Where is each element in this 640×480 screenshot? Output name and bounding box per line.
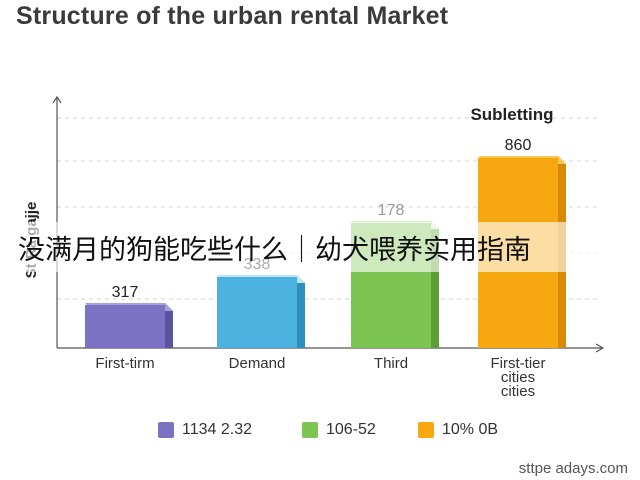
value-labels: 317338178860 <box>112 137 532 301</box>
chart-title: Structure of the urban rental Market <box>16 2 449 30</box>
x-tick-labels: First-tirm Demand Third First-tiercitiescit… <box>95 355 545 400</box>
x-axis-arrow <box>595 343 605 353</box>
bar-value-label: 317 <box>112 284 139 301</box>
x-tick-label: Demand <box>229 355 286 372</box>
overlay-caption: 没满月的狗能吃些什么｜幼犬喂养实用指南 <box>18 235 531 266</box>
x-tick-label: cities <box>501 369 535 386</box>
bar-side <box>297 275 305 348</box>
legend-label: 106-52 <box>326 421 376 438</box>
legend-swatch <box>302 422 318 438</box>
legend-swatch <box>158 422 174 438</box>
legend-item: 1134 2.32 <box>158 420 252 440</box>
legend-item: 10% 0B <box>418 420 498 440</box>
subletting-annotation: Subletting <box>470 105 553 124</box>
x-tick-label: First-tirm <box>95 355 154 372</box>
legend-item: 106-52 <box>302 420 376 440</box>
bar-value-label: 860 <box>505 137 532 154</box>
x-tick-label: Third <box>374 355 408 372</box>
watermark: sttpe adays.com <box>518 460 628 477</box>
bar-value-label: 178 <box>378 202 405 219</box>
bar-side <box>165 303 173 348</box>
legend-label: 1134 2.32 <box>182 421 252 438</box>
bar <box>217 277 297 348</box>
legend-swatch <box>418 422 434 438</box>
legend-label: 10% 0B <box>442 421 499 438</box>
y-axis-arrow <box>52 95 62 104</box>
x-tick-label: First-tier <box>491 355 546 372</box>
bar <box>85 305 165 348</box>
x-tick-label: cities <box>501 383 535 400</box>
overlay-band <box>0 222 640 272</box>
